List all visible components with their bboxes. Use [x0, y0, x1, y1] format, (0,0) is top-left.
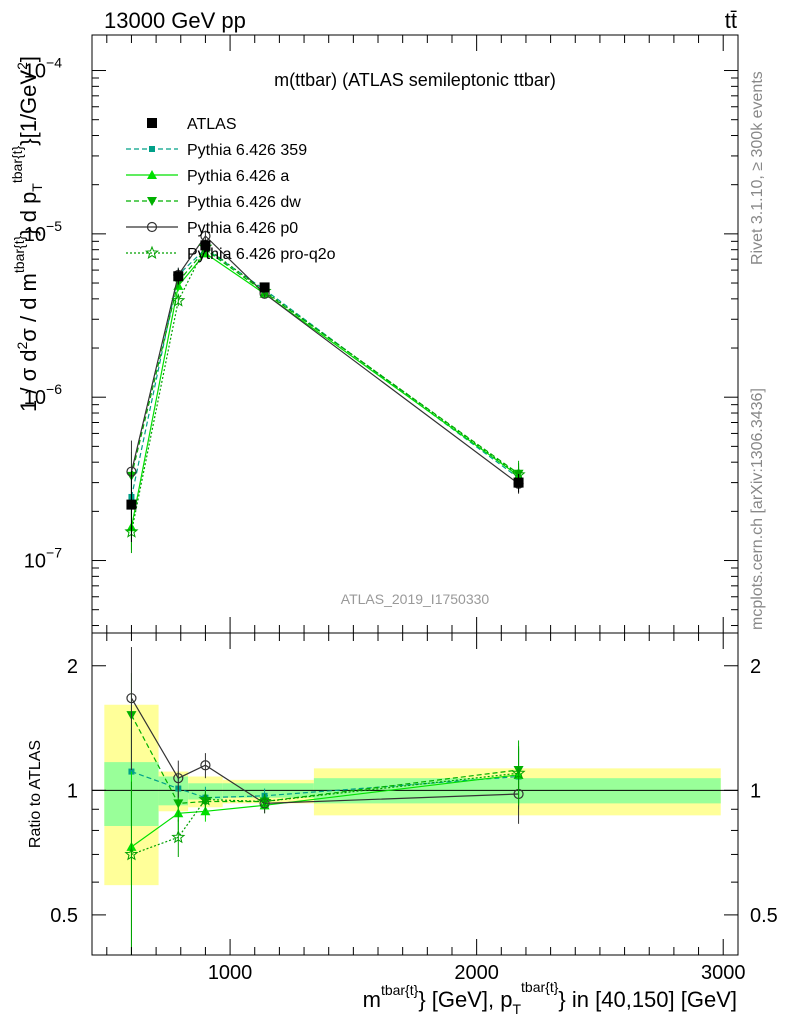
ratio-series-4-point: [171, 829, 186, 844]
legend-label-series-1: Pythia 6.426 a: [187, 168, 289, 185]
ratio-y-tick-label: 1: [750, 780, 761, 802]
ratio-plot-frame: [91, 632, 739, 956]
legend-label-series-2: Pythia 6.426 dw: [187, 194, 301, 211]
ratio-y-tick-label: 2: [750, 656, 761, 678]
ratio-y-axis-label: Ratio to ATLAS: [27, 740, 44, 848]
data-point: [126, 499, 137, 510]
ratio-series-3-point: [126, 693, 137, 704]
data-point: [259, 282, 270, 293]
ratio-series-0-line: [131, 771, 519, 799]
ylabel-sup: 2: [14, 62, 30, 70]
y-tick-label: 10−7: [24, 545, 62, 573]
ratio-series-3-point: [173, 773, 184, 784]
x-tick-label: 3000: [701, 962, 746, 984]
ratio-y-tick-label: 0.5: [750, 905, 778, 927]
y-tick-exponent: −7: [46, 545, 62, 561]
ratio-series: [124, 647, 526, 955]
main-plot-panel: 10−710−610−510−4 m(ttbar) (ATLAS semilep…: [24, 34, 739, 634]
xlabel-part: m: [363, 987, 381, 1012]
legend-marker-series-1: [147, 170, 157, 179]
ylabel-part: ]: [16, 56, 41, 62]
legend-marker-series-2: [147, 197, 157, 206]
y-tick-base: 10: [24, 551, 46, 573]
x-tick-label: 1000: [208, 962, 253, 984]
series-0-line: [130, 248, 519, 498]
y-tick-exponent: −4: [46, 55, 62, 71]
analysis-id: ATLAS_2019_I1750330: [341, 591, 490, 607]
legend-label-data: ATLAS: [187, 116, 237, 133]
legend-label-series-4: Pythia 6.426 pro-q2o: [187, 246, 336, 263]
ylabel-sub: T: [29, 183, 45, 192]
series-4-line: [130, 246, 519, 532]
ylabel-sup: 2: [14, 342, 30, 350]
ratio-y-tick-label: 1: [67, 780, 78, 802]
main-y-axis-label: 1 / σ d2σ / d mtbar{t}} d pTtbar{t}}[1/G…: [9, 56, 45, 412]
ratio-series-4-point: [124, 847, 139, 861]
ratio-plot-panel: 0.5 0.5 1 1 2 2 1000 2000 3000: [50, 632, 778, 984]
process-label: tt̄: [725, 8, 737, 33]
main-x-ticks: [106, 35, 724, 633]
series-4-point: [171, 293, 186, 307]
ratio-series-4-point: [257, 794, 272, 808]
ratio-y-ticks: 0.5 0.5 1 1 2 2: [50, 656, 778, 956]
y-tick-label: 10−4: [24, 55, 62, 83]
y-tick-base: 10: [24, 387, 46, 409]
y-tick-exponent: −6: [46, 381, 62, 397]
x-tick-label: 2000: [454, 962, 499, 984]
data-points: [126, 239, 524, 543]
ratio-series-4-point: [198, 792, 213, 806]
xlabel-sub: T: [512, 1001, 521, 1017]
xlabel-part: } [GeV], p: [418, 987, 512, 1012]
series-1-line: [130, 252, 519, 528]
source-label: mcplots.cern.ch [arXiv:1306.3436]: [749, 388, 766, 630]
y-tick-base: 10: [24, 61, 46, 83]
x-axis-label: mtbar{t}} [GeV], pTtbar{t}} in [40,150] …: [363, 979, 737, 1017]
main-y-ticks: 10−710−610−510−4: [24, 55, 738, 627]
main-series: [124, 230, 526, 554]
y-tick-exponent: −5: [46, 218, 62, 234]
ylabel-sup: tbar{t}: [9, 145, 25, 183]
y-tick-label: 10−5: [24, 218, 62, 246]
ylabel-part: σ / d m: [16, 273, 41, 342]
legend-marker-series-3: [146, 221, 158, 233]
ratio-bands: [104, 704, 721, 886]
stat-uncertainty-band: [158, 776, 189, 806]
data-point: [513, 477, 524, 488]
legend-marker-series-4: [144, 245, 160, 259]
y-tick-base: 10: [24, 224, 46, 246]
ratio-series-2-point: [173, 799, 184, 809]
y-tick-label: 10−6: [24, 381, 62, 409]
ratio-series-4-point: [511, 765, 526, 780]
ylabel-part: }[1/GeV: [16, 70, 41, 146]
energy-label: 13000 GeV pp: [104, 8, 246, 33]
ratio-series-3-point: [200, 760, 211, 771]
data-point: [173, 271, 184, 282]
legend-marker-series-0: [149, 146, 155, 152]
plot-title: m(ttbar) (ATLAS semileptonic ttbar): [274, 70, 556, 90]
ylabel-sup: tbar{t}: [11, 235, 27, 273]
data-point: [200, 240, 211, 251]
legend-label-series-3: Pythia 6.426 p0: [187, 220, 298, 237]
xlabel-sup: tbar{t}: [521, 979, 559, 995]
xlabel-part: } in [40,150] [GeV]: [558, 987, 737, 1012]
legend-label-series-0: Pythia 6.426 359: [187, 142, 307, 159]
ratio-x-ticks: 1000 2000 3000: [106, 633, 746, 984]
ratio-y-tick-label: 0.5: [50, 905, 78, 927]
ylabel-part: } d p: [16, 192, 41, 236]
rivet-version-label: Rivet 3.1.10, ≥ 300k events: [749, 71, 766, 265]
legend-marker-data: [147, 118, 157, 128]
ratio-series-2-line: [130, 714, 519, 805]
xlabel-sup: tbar{t}: [381, 982, 419, 998]
legend: ATLAS Pythia 6.426 359 Pythia 6.426 a Pythi…: [126, 116, 336, 263]
ylabel-part: 1 / σ d: [16, 350, 41, 413]
series-2-line: [130, 248, 519, 476]
ratio-y-tick-label: 2: [67, 656, 78, 678]
